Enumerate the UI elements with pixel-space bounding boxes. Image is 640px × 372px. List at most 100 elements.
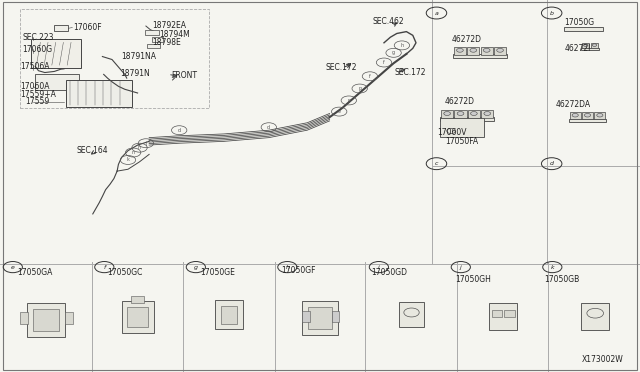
Text: d: d: [550, 161, 554, 166]
Bar: [399, 302, 424, 327]
Text: 17050GA: 17050GA: [17, 268, 53, 277]
Text: FRONT: FRONT: [172, 71, 198, 80]
Text: 18792EA: 18792EA: [152, 21, 186, 30]
Bar: [147, 44, 160, 48]
Bar: [564, 27, 603, 31]
Circle shape: [456, 48, 463, 52]
Text: 17050GH: 17050GH: [456, 275, 492, 284]
Text: f: f: [103, 264, 106, 270]
Text: e: e: [338, 109, 340, 114]
Bar: [145, 30, 159, 35]
Circle shape: [483, 48, 490, 52]
Bar: [441, 110, 453, 118]
Circle shape: [572, 113, 579, 117]
Bar: [570, 112, 580, 119]
Text: X173002W: X173002W: [582, 355, 624, 364]
Text: k: k: [127, 157, 129, 163]
Text: 17050GD: 17050GD: [371, 268, 407, 277]
Bar: [440, 117, 494, 121]
Text: d: d: [178, 128, 180, 133]
Text: SEC.223: SEC.223: [22, 33, 54, 42]
Bar: [569, 119, 606, 122]
Bar: [65, 312, 73, 324]
Text: 18791NA: 18791NA: [122, 52, 157, 61]
Circle shape: [584, 44, 588, 46]
Bar: [591, 43, 598, 48]
Text: h: h: [285, 264, 289, 270]
Text: g: g: [194, 264, 198, 270]
Bar: [332, 311, 339, 322]
Text: SEC.164: SEC.164: [77, 146, 108, 155]
Text: e: e: [11, 264, 15, 270]
Text: SEC.172: SEC.172: [325, 63, 356, 72]
Bar: [582, 43, 589, 48]
Bar: [454, 47, 466, 55]
Text: h: h: [138, 145, 141, 150]
Bar: [33, 309, 59, 331]
Bar: [595, 112, 605, 119]
Bar: [453, 54, 507, 58]
Circle shape: [484, 112, 491, 115]
Bar: [131, 296, 144, 303]
Circle shape: [596, 113, 603, 117]
FancyBboxPatch shape: [440, 118, 484, 137]
Text: 18798E: 18798E: [152, 38, 181, 47]
Bar: [127, 307, 148, 327]
Bar: [492, 310, 502, 317]
Text: k: k: [550, 264, 554, 270]
Bar: [215, 300, 243, 329]
Text: 17050GB: 17050GB: [544, 275, 580, 284]
Text: SEC.462: SEC.462: [372, 17, 404, 26]
Bar: [582, 112, 593, 119]
Text: 17559: 17559: [26, 97, 50, 106]
Circle shape: [457, 112, 464, 115]
Text: 17050GE: 17050GE: [200, 268, 235, 277]
Bar: [54, 25, 68, 31]
Text: 17060V: 17060V: [437, 128, 467, 137]
Text: 17559+A: 17559+A: [20, 90, 56, 99]
Circle shape: [470, 48, 477, 52]
Bar: [221, 306, 237, 324]
Text: p: p: [358, 86, 361, 91]
Text: 17050GF: 17050GF: [281, 266, 316, 275]
Text: 17506A: 17506A: [20, 62, 50, 71]
Bar: [302, 301, 338, 335]
FancyBboxPatch shape: [35, 74, 79, 90]
Text: 17060A: 17060A: [20, 82, 50, 91]
FancyBboxPatch shape: [66, 80, 132, 107]
Bar: [468, 110, 480, 118]
Bar: [481, 47, 493, 55]
Text: 18791N: 18791N: [120, 69, 150, 78]
Bar: [504, 310, 515, 317]
Bar: [302, 311, 310, 322]
Text: f: f: [383, 60, 385, 65]
Text: d: d: [268, 125, 270, 130]
Text: 17050GC: 17050GC: [107, 268, 143, 277]
Text: 46272D: 46272D: [451, 35, 481, 44]
Bar: [581, 303, 609, 330]
Circle shape: [497, 48, 504, 52]
Text: h: h: [401, 43, 403, 48]
Bar: [581, 48, 599, 50]
Text: 46272I: 46272I: [564, 44, 591, 53]
Text: f: f: [369, 74, 371, 79]
Text: b: b: [550, 10, 554, 16]
Text: g: g: [392, 50, 395, 55]
Bar: [152, 37, 163, 42]
Bar: [27, 303, 65, 337]
Text: 18794M: 18794M: [159, 30, 189, 39]
Text: 17060F: 17060F: [74, 23, 102, 32]
Bar: [489, 303, 517, 330]
Circle shape: [444, 112, 451, 115]
FancyBboxPatch shape: [31, 39, 81, 68]
Text: j: j: [145, 141, 147, 146]
Text: 17050G: 17050G: [564, 18, 595, 27]
Text: 46272DA: 46272DA: [556, 100, 591, 109]
Text: c: c: [435, 161, 438, 166]
Bar: [20, 312, 28, 324]
Circle shape: [592, 44, 596, 46]
Text: a: a: [435, 10, 438, 16]
Bar: [308, 307, 332, 329]
Bar: [481, 110, 493, 118]
Text: p: p: [348, 98, 350, 103]
